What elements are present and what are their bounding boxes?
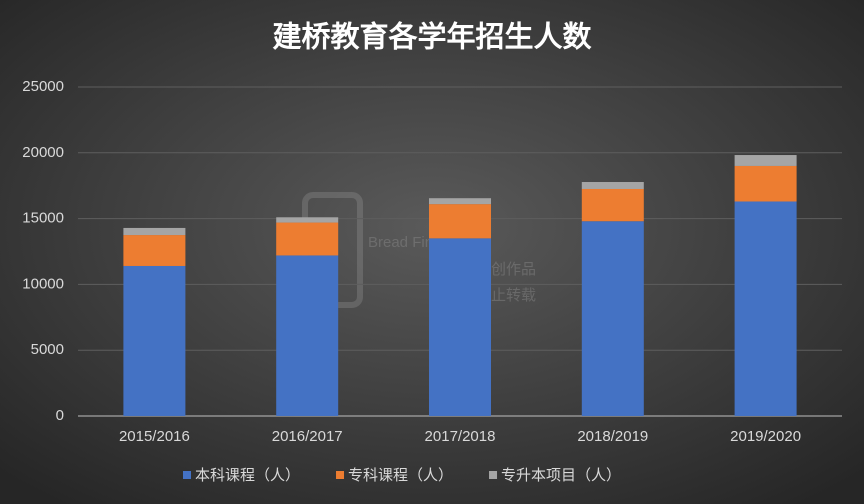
y-tick-label: 25000 [22, 78, 64, 95]
legend-swatch [336, 471, 345, 479]
bar-segment [734, 165, 797, 202]
x-tick-label: 2016/2017 [272, 428, 343, 445]
bar-segment [581, 182, 644, 189]
x-tick-label: 2018/2019 [577, 428, 648, 445]
legend-label: 专升本项目（人） [501, 467, 621, 484]
bar-segment [581, 221, 644, 416]
bar-segment [429, 204, 491, 239]
y-tick-label: 20000 [22, 144, 64, 161]
bar-segment [429, 198, 491, 205]
x-tick-label: 2019/2020 [730, 428, 801, 445]
legend-label: 专科课程（人） [348, 467, 453, 484]
bar-segment [734, 201, 797, 416]
x-tick-label: 2015/2016 [119, 428, 190, 445]
bar-segment [276, 217, 339, 223]
y-tick-label: 10000 [22, 275, 64, 292]
bar-segment [734, 155, 797, 166]
y-tick-label: 5000 [31, 341, 64, 358]
bar-segment [581, 188, 644, 222]
bar-segment [429, 238, 491, 416]
legend-label: 本科课程（人） [195, 467, 300, 484]
bar-segment [123, 235, 186, 266]
x-tick-label: 2017/2018 [425, 428, 496, 445]
chart-title: 建桥教育各学年招生人数 [272, 20, 592, 54]
watermark-text: 原创作品 [476, 261, 536, 278]
bar-segment [123, 265, 186, 416]
y-tick-label: 0 [56, 407, 64, 424]
bar-segment [276, 255, 339, 416]
bar-segment [276, 222, 339, 256]
y-tick-label: 15000 [22, 210, 64, 227]
watermark-text: 禁止转载 [476, 287, 536, 304]
bar-segment [123, 227, 186, 236]
legend-swatch [489, 471, 498, 479]
legend-swatch [183, 471, 191, 479]
